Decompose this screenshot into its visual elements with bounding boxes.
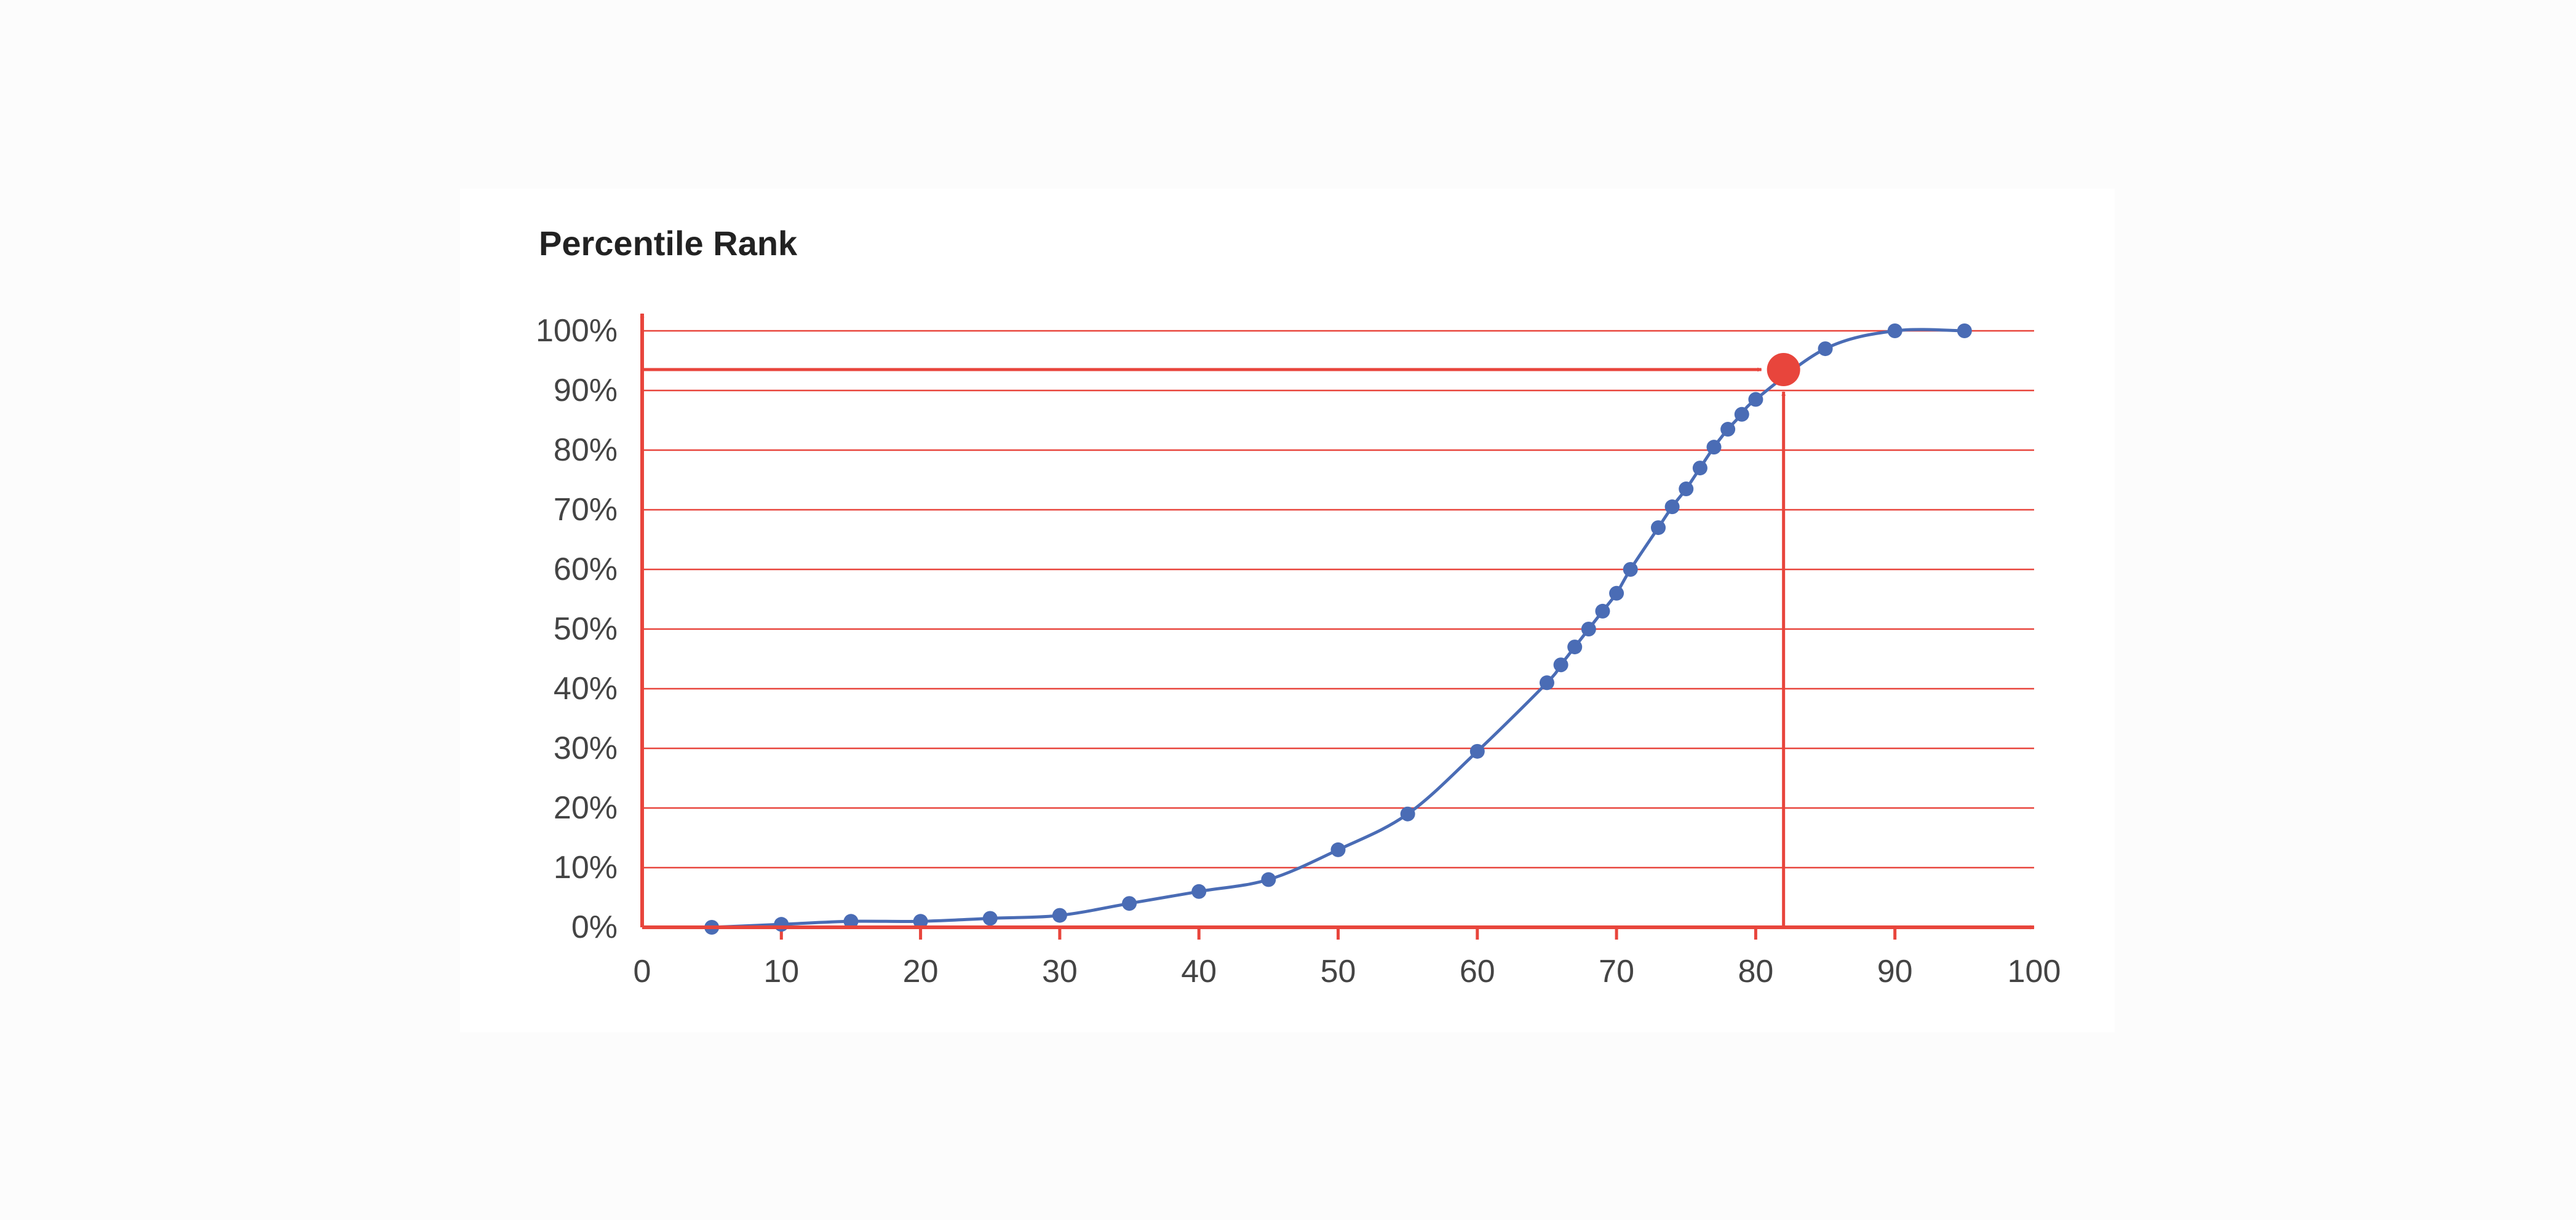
x-tick-label: 50: [1321, 954, 1356, 989]
data-point: [1330, 842, 1346, 857]
data-point: [1748, 392, 1763, 407]
y-tick-label: 10%: [554, 850, 618, 885]
data-point: [774, 917, 789, 932]
axes: [640, 313, 2035, 930]
x-tick-label: 0: [634, 954, 651, 989]
x-tick-label: 40: [1181, 954, 1217, 989]
data-point: [982, 911, 998, 926]
x-tick-label: 90: [1877, 954, 1913, 989]
data-point: [1469, 743, 1485, 759]
data-point: [1664, 499, 1680, 515]
x-tick-label: 80: [1738, 954, 1773, 989]
data-point: [1400, 806, 1415, 822]
x-tick-label: 60: [1460, 954, 1495, 989]
x-tick-label: 20: [903, 954, 939, 989]
data-series: [704, 323, 1972, 935]
data-point: [1567, 640, 1583, 655]
data-point: [1706, 440, 1722, 455]
data-point: [1818, 341, 1833, 357]
data-point: [1539, 675, 1554, 691]
x-tick-label: 30: [1042, 954, 1078, 989]
y-tick-label: 30%: [554, 731, 618, 766]
y-tick-label: 50%: [554, 611, 618, 647]
x-tick-label: 70: [1599, 954, 1634, 989]
data-point: [1957, 323, 1972, 338]
y-tick-label: 40%: [554, 671, 618, 707]
chart-card: [460, 189, 2115, 1032]
y-tick-label: 20%: [554, 790, 618, 826]
x-tick-label: 10: [763, 954, 799, 989]
y-tick-label: 90%: [554, 373, 618, 408]
y-tick-label: 80%: [554, 432, 618, 468]
y-tick-label: 100%: [536, 313, 618, 349]
data-point: [1623, 562, 1638, 577]
y-tick-label: 70%: [554, 492, 618, 528]
data-point: [913, 914, 928, 929]
highlight-guides: [642, 367, 1786, 927]
highlight-point: [1767, 353, 1800, 387]
data-point: [1595, 603, 1610, 619]
data-point: [1720, 422, 1736, 437]
data-point: [1609, 585, 1624, 601]
data-point: [1887, 323, 1902, 338]
grid-lines: [642, 330, 2034, 869]
data-point: [1261, 872, 1276, 887]
data-point: [843, 914, 859, 929]
data-point: [1122, 896, 1137, 911]
data-point: [1581, 622, 1596, 636]
data-point: [1553, 657, 1568, 673]
data-point: [1650, 520, 1666, 536]
x-tick-label: 100: [2008, 954, 2061, 989]
data-point: [1692, 461, 1707, 476]
tick-labels: 0% 10% 20% 30% 40% 50% 60% 70% 80% 90% 100% 0 10 20 30…: [536, 313, 2061, 989]
data-point: [1734, 406, 1749, 422]
chart-title: Percentile Rank: [539, 224, 798, 263]
y-tick-label: 60%: [554, 552, 618, 587]
data-point: [1191, 884, 1207, 899]
highlight-layer: [1767, 353, 1800, 387]
y-tick-label: 0%: [571, 909, 618, 945]
data-point: [1679, 481, 1694, 497]
data-point: [1052, 908, 1067, 923]
